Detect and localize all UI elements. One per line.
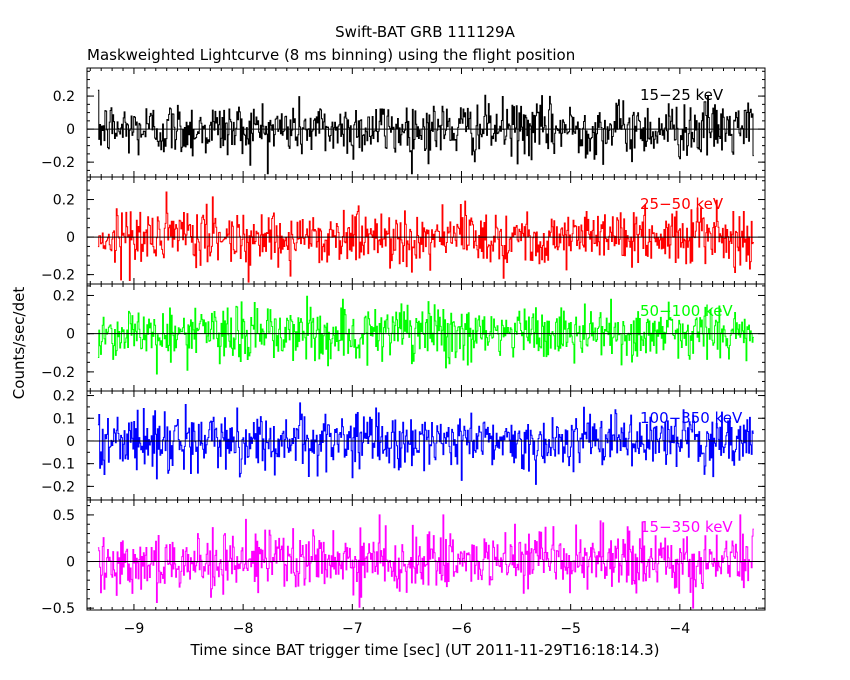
lightcurve-series bbox=[97, 402, 754, 485]
x-tick-label: −4 bbox=[670, 621, 691, 637]
y-tick-label: 0 bbox=[66, 122, 75, 138]
y-tick-label: −0.2 bbox=[41, 155, 75, 171]
y-tick-label: −0.5 bbox=[41, 601, 75, 617]
y-tick-label: 0.2 bbox=[53, 193, 75, 209]
y-tick-label: 0 bbox=[66, 327, 75, 343]
x-axis-label: Time since BAT trigger time [sec] (UT 20… bbox=[190, 641, 660, 659]
lightcurve-series bbox=[97, 514, 754, 609]
panel-frame bbox=[86, 499, 766, 611]
lightcurve-series bbox=[97, 295, 754, 375]
y-tick-label: 0 bbox=[66, 230, 75, 246]
y-tick-label: 0.5 bbox=[53, 508, 75, 524]
y-tick-label: −0.2 bbox=[41, 268, 75, 284]
y-tick-label: −0.2 bbox=[41, 479, 75, 495]
band-label: 15−350 keV bbox=[640, 518, 733, 536]
panel-1: −0.2 0 0.2 15−25 keV bbox=[41, 67, 766, 178]
y-tick-label: 0 bbox=[66, 555, 75, 571]
x-tick-label: −8 bbox=[233, 621, 254, 637]
y-tick-label: 0.2 bbox=[53, 288, 75, 304]
chart-title: Swift-BAT GRB 111129A bbox=[335, 23, 515, 41]
band-label: 50−100 keV bbox=[640, 302, 733, 320]
x-tick-label: −9 bbox=[124, 621, 145, 637]
x-tick-label: −5 bbox=[560, 621, 581, 637]
x-tick-labels: −9 −8 −7 −6 −5 −4 bbox=[124, 621, 691, 637]
y-tick-label: 0.2 bbox=[53, 89, 75, 105]
y-axis-label: Counts/sec/det bbox=[10, 287, 28, 400]
band-label: 100−350 keV bbox=[640, 409, 743, 427]
panel-5: −0.5 0 0.5 15−350 keV bbox=[41, 499, 766, 617]
x-tick-label: −7 bbox=[342, 621, 363, 637]
lightcurve-series bbox=[97, 89, 754, 175]
y-tick-label: 0.2 bbox=[53, 389, 75, 405]
y-tick-label: −0.1 bbox=[41, 457, 75, 473]
x-tick-label: −6 bbox=[451, 621, 472, 637]
lightcurve-series bbox=[97, 191, 754, 283]
chart-subtitle: Maskweighted Lightcurve (8 ms binning) u… bbox=[87, 46, 575, 64]
y-tick-label: 0 bbox=[66, 434, 75, 450]
panels: −0.2 0 0.2 15−25 keV −0.2 0 0.2 25−50 keV −0.2 0 0… bbox=[41, 67, 766, 617]
y-tick-label: −0.2 bbox=[41, 365, 75, 381]
band-label: 15−25 keV bbox=[640, 86, 724, 104]
y-tick-label: 0.1 bbox=[53, 411, 75, 427]
band-label: 25−50 keV bbox=[640, 195, 724, 213]
